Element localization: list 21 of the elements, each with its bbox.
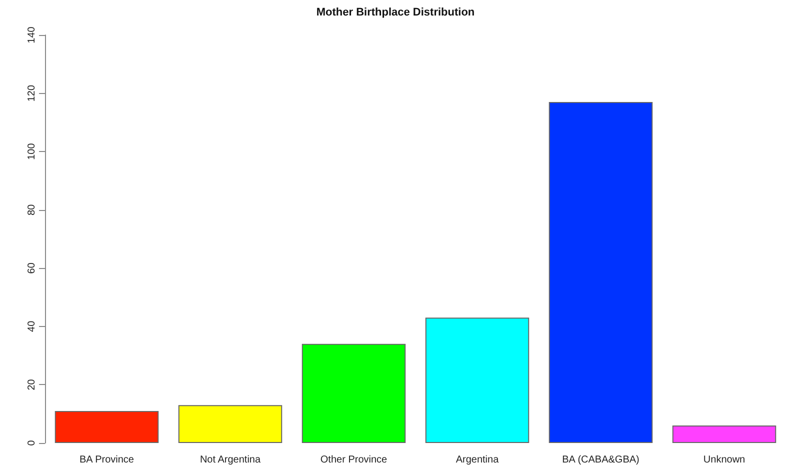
y-tick-label: 40	[26, 320, 38, 332]
bar	[672, 426, 776, 443]
y-tick-label: 120	[26, 84, 38, 102]
y-tick-label: 100	[26, 142, 38, 160]
y-tick-label: 20	[26, 378, 38, 390]
bar	[425, 318, 530, 443]
bar	[548, 102, 653, 443]
y-tick-label: 0	[26, 440, 38, 446]
y-tick-label: 140	[26, 26, 38, 44]
x-tick-label: Unknown	[703, 454, 746, 466]
x-tick-label: BA Province	[80, 454, 134, 466]
x-tick-label: Argentina	[456, 454, 500, 466]
x-tick-label: BA (CABA&GBA)	[562, 454, 640, 466]
chart-title: Mother Birthplace Distribution	[316, 6, 475, 18]
y-tick-label: 60	[26, 262, 38, 274]
bar	[302, 344, 406, 443]
y-tick-label: 80	[26, 204, 38, 216]
x-tick-label: Not Argentina	[200, 454, 261, 466]
x-tick-label: Other Province	[320, 454, 388, 466]
bar	[178, 405, 282, 443]
bar	[54, 410, 159, 443]
